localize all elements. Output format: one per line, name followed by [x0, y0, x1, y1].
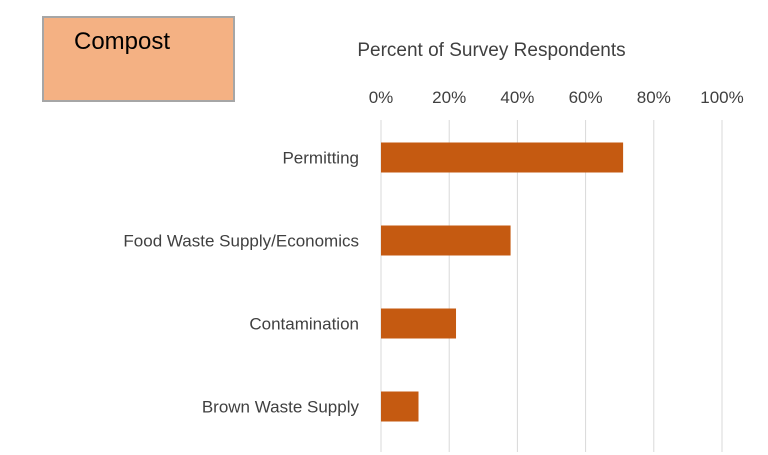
bar [381, 308, 457, 339]
x-tick-label: 80% [637, 88, 671, 107]
bar [381, 142, 624, 173]
bar [381, 391, 419, 422]
x-tick-label: 100% [700, 88, 743, 107]
gridlines [380, 120, 723, 452]
x-tick-label: 40% [500, 88, 534, 107]
badge-label: Compost [74, 28, 171, 55]
category-label: Brown Waste Supply [202, 398, 360, 417]
x-tick-label: 20% [432, 88, 466, 107]
x-axis-title: Percent of Survey Respondents [357, 40, 625, 61]
x-tick-label: 0% [369, 88, 394, 107]
x-tick-labels: 0% 20% 40% 60% 80% 100% [369, 88, 744, 107]
compost-badge: Compost [42, 16, 235, 102]
category-label: Food Waste Supply/Economics [123, 232, 359, 251]
x-tick-label: 60% [569, 88, 603, 107]
category-label: Permitting [282, 149, 359, 168]
bars [381, 142, 624, 422]
bar [381, 225, 511, 256]
category-label: Contamination [249, 315, 359, 334]
category-labels: Permitting Food Waste Supply/Economics Con… [123, 149, 359, 417]
